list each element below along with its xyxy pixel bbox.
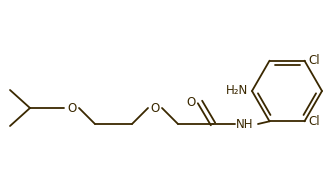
Text: NH: NH [236, 118, 254, 130]
Text: H₂N: H₂N [226, 84, 248, 98]
Text: O: O [67, 101, 76, 115]
Text: Cl: Cl [309, 54, 320, 67]
Text: O: O [187, 95, 196, 108]
Text: O: O [150, 101, 160, 115]
Text: Cl: Cl [309, 115, 320, 128]
